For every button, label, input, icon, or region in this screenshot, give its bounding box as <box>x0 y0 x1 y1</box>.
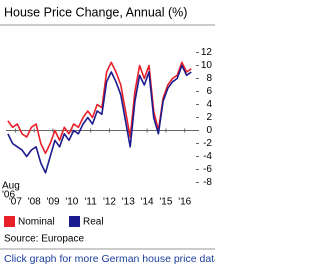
y-tick-label: -6 <box>203 164 212 175</box>
y-tick-label: 0 <box>206 125 212 136</box>
chart[interactable]: House Price Change, Annual (%) Source: E… <box>0 0 215 268</box>
x-tick-label: '08 <box>28 197 41 208</box>
page: {"chart_data": { "type": "line", "title"… <box>0 0 215 268</box>
start-label: '06 <box>2 190 15 201</box>
legend-swatch <box>4 216 15 227</box>
chart-title: House Price Change, Annual (%) <box>4 5 187 19</box>
series-line <box>7 61 192 155</box>
y-tick-label: 10 <box>201 60 213 71</box>
y-tick-label: 12 <box>201 47 213 58</box>
x-tick-label: '11 <box>85 197 98 208</box>
x-tick-label: '13 <box>122 197 135 208</box>
link[interactable]: Click graph for more German house price … <box>4 253 215 265</box>
source: Source: Europace <box>4 234 84 245</box>
x-tick-label: '16 <box>178 197 191 208</box>
series-line <box>7 64 192 174</box>
x-tick-label: '12 <box>103 197 116 208</box>
legend-label: Nominal <box>18 217 55 228</box>
x-tick-label: '07 <box>9 197 22 208</box>
x-tick-label: '15 <box>159 197 172 208</box>
x-tick-label: '09 <box>47 197 60 208</box>
legend-swatch <box>69 216 80 227</box>
y-tick-label: -8 <box>203 177 212 188</box>
y-tick-label: -2 <box>203 138 212 149</box>
x-tick-label: '14 <box>141 197 154 208</box>
start-label: Aug <box>2 181 20 192</box>
x-tick-label: '10 <box>65 197 78 208</box>
y-tick-label: 2 <box>206 112 212 123</box>
y-tick-label: 8 <box>206 73 212 84</box>
y-tick-label: 6 <box>206 86 212 97</box>
y-tick-label: 4 <box>206 99 212 110</box>
legend-label: Real <box>83 217 104 228</box>
y-tick-label: -4 <box>203 151 212 162</box>
